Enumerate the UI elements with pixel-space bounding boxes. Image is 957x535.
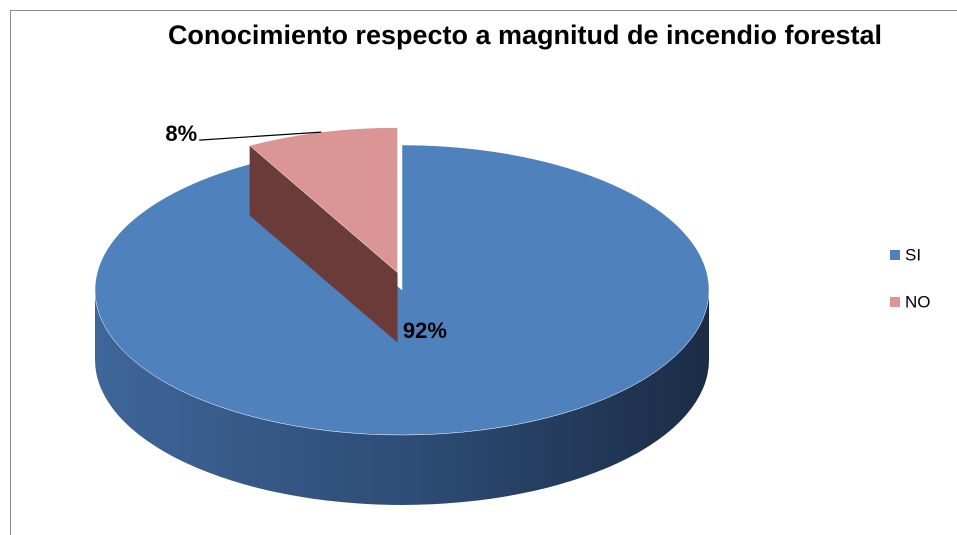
chart-title: Conocimiento respecto a magnitud de ince… [167, 20, 883, 50]
legend-label: NO [905, 292, 931, 311]
data-label: 8% [165, 121, 197, 146]
data-label: 92% [403, 318, 447, 343]
legend-swatch [890, 297, 900, 307]
leader-line [199, 131, 322, 141]
slice-cut-face [249, 145, 398, 343]
legend-swatch [890, 250, 900, 260]
slice [249, 127, 398, 274]
slice-side [95, 290, 709, 505]
chart-border [10, 10, 957, 535]
slice [94, 144, 710, 436]
legend-label: SI [905, 245, 921, 264]
